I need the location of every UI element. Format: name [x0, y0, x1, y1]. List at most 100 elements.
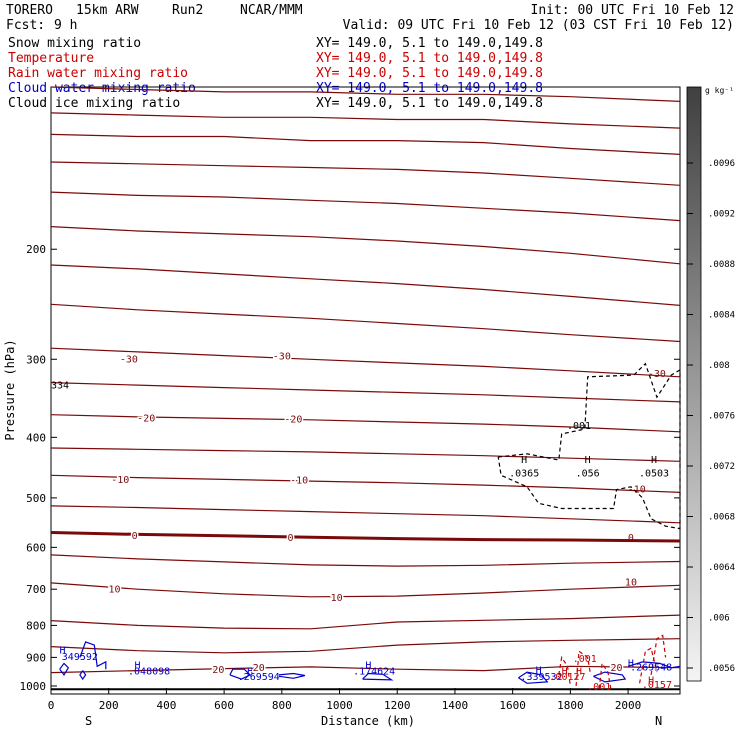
rain-contour-2 — [575, 650, 592, 687]
temperature-contour-13 — [50, 505, 681, 524]
y-tick-label-0: 200 — [26, 243, 46, 256]
colorbar-ticks: .0096 .0092 .0088 .0084 .008 .0076 .0072 .0068.… — [687, 159, 735, 674]
colorbar-tick-label-8: .0064 — [708, 563, 735, 573]
y-tick-label-3: 500 — [26, 492, 46, 505]
temperature-contour-6 — [50, 264, 681, 306]
field-xy-snow: XY= 149.0, 5.1 to 149.0,149.8 — [316, 36, 543, 51]
feature-label-2: -30 — [648, 369, 666, 380]
rain-contour-1 — [558, 655, 571, 687]
feature-label-4: .0365 — [509, 468, 539, 479]
temperature-contour-label-12: 20 — [610, 663, 622, 674]
temperature-contour-label-11: 20 — [253, 663, 265, 674]
feature-label-19: .174624 — [353, 666, 395, 677]
feature-label-17: .269594 — [238, 672, 280, 683]
feature-label-3: H — [521, 455, 527, 466]
field-name-snow: Snow mixing ratio — [8, 36, 141, 51]
feature-label-10: 0 — [628, 533, 634, 544]
y-tick-label-6: 800 — [26, 619, 46, 632]
temperature-contour-9 — [50, 382, 681, 403]
cloud-water-blob-4 — [229, 668, 252, 680]
feature-label-20: H — [536, 665, 542, 676]
cloud-water-blob-7 — [518, 671, 549, 684]
temperature-contour-2 — [50, 133, 681, 155]
cloud-water-blob-5 — [278, 672, 306, 679]
header-init: Init: 00 UTC Fri 10 Feb 12 — [531, 3, 735, 18]
temperature-contour-16 — [50, 582, 681, 598]
temperature-contour-label-2: -20 — [137, 414, 155, 425]
feature-label-5: H — [585, 455, 591, 466]
feature-label-25: .001 — [573, 654, 597, 665]
temperature-contour-label-3: -20 — [284, 414, 302, 425]
x-tick-label-9: 1800 — [557, 699, 584, 712]
x-tick-label-10: 2000 — [615, 699, 642, 712]
temperature-contour-label-9: 10 — [331, 593, 343, 604]
cloud-water-blob-3 — [79, 670, 87, 681]
feature-label-16: H — [247, 666, 253, 677]
field-xy-cloud-water: XY= 149.0, 5.1 to 149.0,149.8 — [316, 81, 543, 96]
temperature-contour-label-5: -10 — [290, 475, 308, 486]
colorbar-tick-label-7: .0068 — [708, 513, 735, 523]
feature-label-9: -10 — [628, 484, 646, 495]
field-xy-rain: XY= 149.0, 5.1 to 149.0,149.8 — [316, 66, 543, 81]
temperature-contour-15 — [50, 554, 681, 567]
feature-label-0: 334 — [51, 380, 69, 391]
x-tick-label-7: 1400 — [442, 699, 469, 712]
feature-label-11: 10 — [625, 577, 637, 588]
feature-label-6: .056 — [576, 468, 600, 479]
y-tick-label-7: 900 — [26, 651, 46, 664]
y-tick-label-8: 1000 — [20, 680, 47, 693]
temperature-contour-1 — [50, 112, 681, 129]
feature-label-30: .001 — [587, 682, 611, 693]
temperature-contour-8 — [50, 347, 681, 378]
header-valid: Valid: 09 UTC Fri 10 Feb 12 (03 CST Fri … — [343, 18, 734, 33]
temperature-contour-19 — [50, 665, 681, 674]
y-tick-label-5: 700 — [26, 583, 46, 596]
temperature-contour-18 — [50, 638, 681, 654]
y-tick-label-2: 400 — [26, 431, 46, 444]
feature-label-7: H — [651, 455, 657, 466]
x-tick-label-2: 400 — [156, 699, 176, 712]
x-tick-label-6: 1200 — [384, 699, 411, 712]
x-tick-label-3: 600 — [214, 699, 234, 712]
temperature-contour-10 — [50, 414, 681, 433]
feature-label-15: .048098 — [128, 666, 170, 677]
header-institution: NCAR/MMM — [240, 3, 303, 18]
temperature-contour-label-10: 20 — [212, 665, 224, 676]
colorbar-unit: g kg⁻¹ — [705, 86, 734, 95]
colorbar-tick-label-3: .0084 — [708, 311, 735, 321]
feature-label-29: .0157 — [642, 680, 672, 691]
x-tick-label-1: 200 — [99, 699, 119, 712]
header-fcst-value: 9 h — [54, 18, 77, 33]
field-name-temperature: Temperature — [8, 51, 94, 66]
feature-label-28: H — [648, 675, 654, 686]
feature-label-12: H — [60, 646, 66, 657]
temperature-contour-11 — [50, 447, 681, 462]
colorbar-tick-label-4: .008 — [708, 361, 730, 371]
y-axis-title: Pressure (hPa) — [3, 339, 17, 440]
temperature-contours — [50, 86, 681, 691]
header-run: Run2 — [172, 3, 203, 18]
feature-label-13: 349592 — [62, 652, 98, 663]
header-model: TORERO — [6, 3, 53, 18]
end-label-right: N — [655, 714, 662, 728]
temperature-contour-label-1: -30 — [273, 352, 291, 363]
colorbar-gradient — [686, 86, 702, 682]
field-legend: Snow mixing ratio XY= 149.0, 5.1 to 149.… — [8, 36, 543, 111]
x-tick-label-8: 1600 — [499, 699, 526, 712]
header-fcst-label: Fcst: — [6, 18, 45, 33]
field-xy-cloud-ice: XY= 149.0, 5.1 to 149.0,149.8 — [316, 96, 543, 111]
contour-labels: 334.001-30H.0365H.056H.0503-10010H349592… — [51, 350, 672, 693]
cloud-water-blob-6 — [362, 672, 394, 681]
colorbar-tick-label-6: .0072 — [708, 462, 735, 472]
y-tick-label-4: 600 — [26, 541, 46, 554]
feature-label-27: .269548 — [630, 663, 672, 674]
field-name-rain: Rain water mixing ratio — [8, 66, 188, 81]
colorbar-tick-label-0: .0096 — [708, 159, 735, 169]
x-tick-label-4: 800 — [272, 699, 292, 712]
colorbar: g kg⁻¹ .0096 .0092 .0088 .0084 .008 .0076 .007… — [686, 86, 735, 682]
temperature-contour-0 — [50, 86, 681, 102]
temperature-contour-label-0: -30 — [120, 354, 138, 365]
